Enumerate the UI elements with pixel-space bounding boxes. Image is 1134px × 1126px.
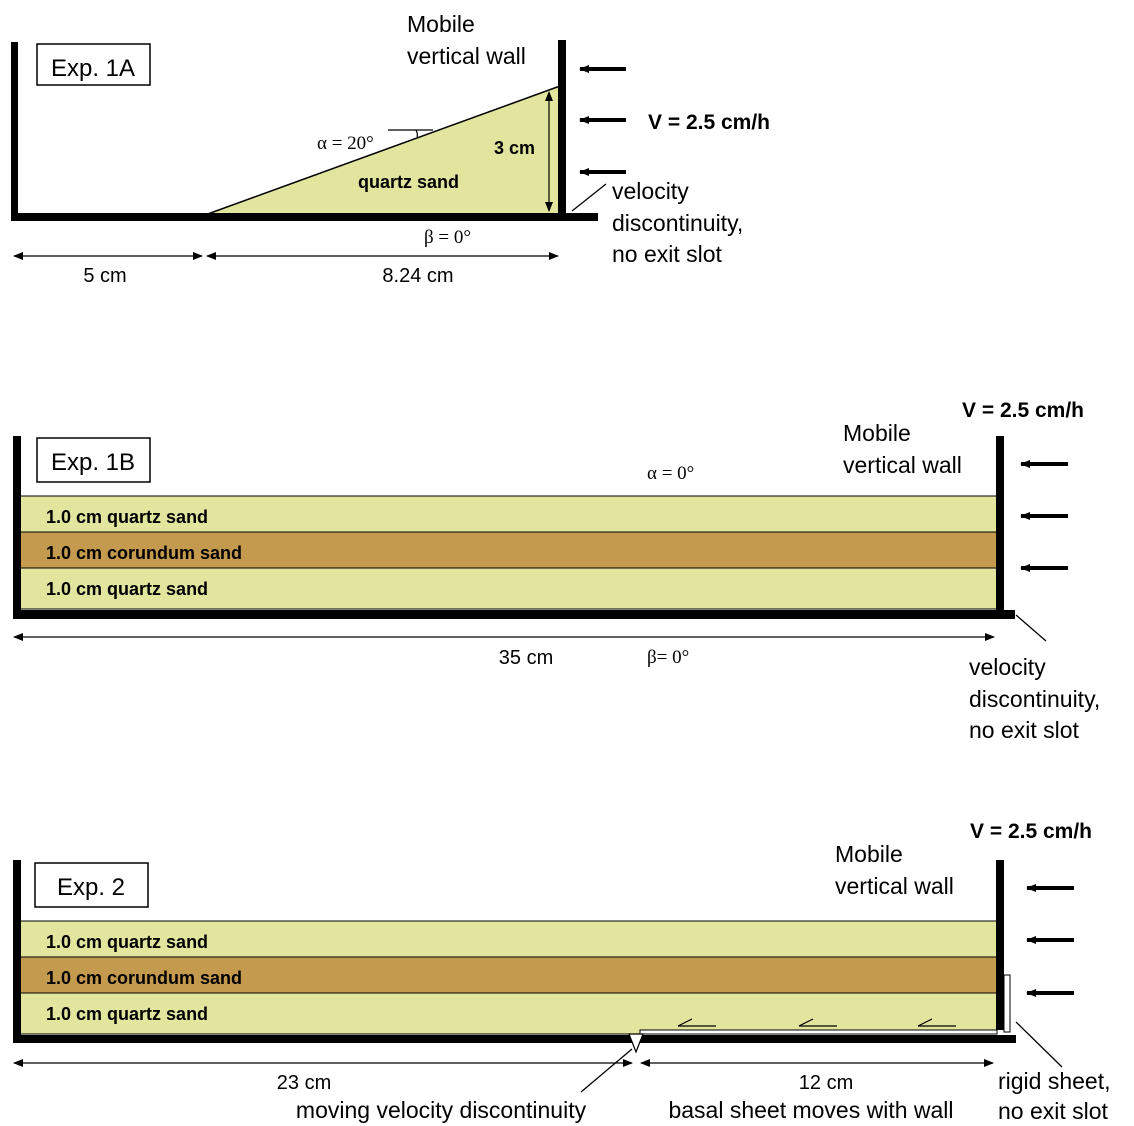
- exp1a-label: Exp. 1A: [51, 55, 135, 82]
- exp1a-height: 3 cm: [494, 138, 535, 158]
- exp1a-discontinuity-line3: no exit slot: [612, 241, 723, 267]
- exp2-dim-right-note: basal sheet moves with wall: [668, 1097, 953, 1123]
- exp2-layer-1-label: 1.0 cm quartz sand: [46, 932, 208, 952]
- exp1a-base: [11, 213, 598, 221]
- exp1a-beta: β = 0°: [424, 227, 471, 248]
- exp2-rigid-sheet: [1003, 974, 1011, 1033]
- exp1a-mobile-wall: [558, 40, 566, 218]
- slip-arrow: [917, 1018, 933, 1027]
- exp1a-label-box: [36, 43, 151, 86]
- slip-arrow: [798, 1018, 814, 1027]
- exp1b-layer-2-label: 1.0 cm corundum sand: [46, 543, 242, 563]
- exp2-wall-label-line1: Mobile: [835, 841, 903, 867]
- exp1b-label-box: [36, 437, 151, 483]
- exp2-rigid-sheet-line1: rigid sheet,: [998, 1068, 1111, 1094]
- exp1b-alpha: α = 0°: [647, 463, 694, 484]
- exp1b-dim: 35 cm: [499, 647, 553, 669]
- exp2-velocity: V = 2.5 cm/h: [970, 820, 1092, 843]
- exp1b-layer-1-label: 1.0 cm quartz sand: [46, 507, 208, 527]
- exp2-dim-left-note: moving velocity discontinuity: [296, 1097, 587, 1123]
- exp1b-layer-bottom-quartz: [19, 567, 998, 610]
- exp1a-discontinuity-line1: velocity: [612, 178, 689, 204]
- exp1b-layer-top-quartz: [19, 495, 998, 533]
- exp1b-layer-3-label: 1.0 cm quartz sand: [46, 579, 208, 599]
- exp1a-discontinuity-line2: discontinuity,: [612, 210, 743, 236]
- discontinuity-pointer: [580, 1048, 633, 1093]
- alpha-angle-arc: [415, 129, 418, 138]
- exp1b-discontinuity-line1: velocity: [969, 654, 1046, 680]
- exp1a-wall-label-line1: Mobile: [407, 11, 475, 37]
- exp1b-discontinuity-line3: no exit slot: [969, 717, 1080, 743]
- exp1a-alpha: α = 20°: [317, 133, 374, 154]
- exp1a-panel: Exp. 1A Mobile vertical wall V = 2.5 cm/…: [11, 11, 770, 287]
- exp1b-wall-label-line2: vertical wall: [843, 452, 962, 478]
- exp1a-dim-left: 5 cm: [83, 265, 126, 287]
- exp2-mobile-wall: [996, 860, 1004, 1030]
- exp2-dim-right: 12 cm: [799, 1072, 853, 1094]
- discontinuity-pointer: [1015, 614, 1047, 642]
- exp1a-velocity: V = 2.5 cm/h: [648, 111, 770, 134]
- exp2-layer-2-label: 1.0 cm corundum sand: [46, 968, 242, 988]
- exp2-wall-label-line2: vertical wall: [835, 873, 954, 899]
- exp1b-wall-label-line1: Mobile: [843, 420, 911, 446]
- exp1b-left-wall: [13, 436, 21, 618]
- exp2-panel: Exp. 2 V = 2.5 cm/h Mobile vertical wall…: [13, 820, 1111, 1124]
- exp1a-wedge-label: quartz sand: [358, 172, 459, 192]
- exp1b-velocity: V = 2.5 cm/h: [962, 399, 1084, 422]
- exp2-layer-corundum: [19, 956, 998, 994]
- exp1b-mobile-wall: [996, 436, 1004, 612]
- exp2-basal-sheet: [639, 1029, 998, 1035]
- sheet-pointer: [1015, 1021, 1063, 1068]
- exp1b-discontinuity-line2: discontinuity,: [969, 686, 1100, 712]
- velocity-discontinuity-notch: [628, 1033, 644, 1054]
- exp2-rigid-sheet-line2: no exit slot: [998, 1098, 1109, 1124]
- exp1b-panel: Exp. 1B V = 2.5 cm/h Mobile vertical wal…: [13, 399, 1100, 743]
- exp1a-dim-right: 8.24 cm: [382, 265, 453, 287]
- exp2-base: [13, 1035, 1016, 1043]
- discontinuity-pointer: [571, 183, 607, 212]
- exp2-label-box: [34, 862, 149, 908]
- exp2-layer-top-quartz: [19, 920, 998, 958]
- slip-arrow: [677, 1018, 693, 1027]
- exp1b-layer-corundum: [19, 531, 998, 569]
- exp1b-base: [13, 610, 1015, 619]
- exp2-dim-left: 23 cm: [277, 1072, 331, 1094]
- exp2-left-wall: [13, 860, 21, 1043]
- exp1b-beta: β= 0°: [647, 647, 689, 668]
- exp1b-label: Exp. 1B: [51, 449, 135, 476]
- exp1a-left-wall: [11, 42, 18, 221]
- exp2-label: Exp. 2: [57, 874, 125, 901]
- exp2-layer-3-label: 1.0 cm quartz sand: [46, 1004, 208, 1024]
- exp1a-wall-label-line2: vertical wall: [407, 43, 526, 69]
